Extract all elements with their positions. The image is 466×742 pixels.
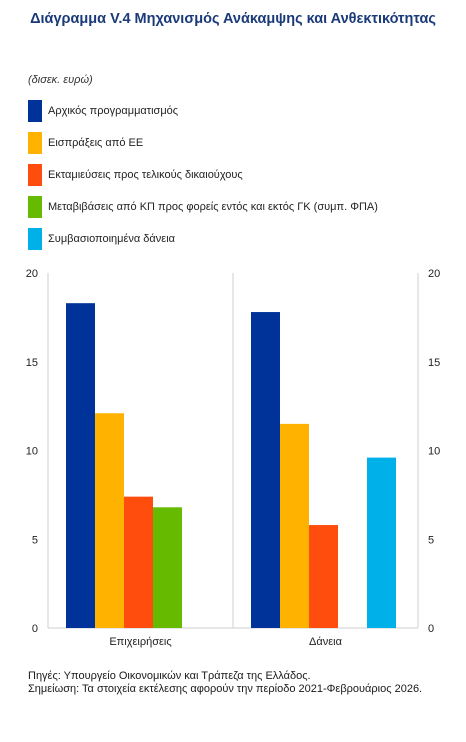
bar (251, 312, 280, 628)
y-tick-label-left: 10 (26, 446, 38, 458)
source-note: Πηγές: Υπουργείο Οικονομικών και Τράπεζα… (28, 670, 311, 682)
legend-item-contracted-loans: Συμβασιοποιημένα δάνεια (28, 228, 448, 260)
legend-label: Μεταβιβάσεις από ΚΠ προς φορείς εντός κα… (48, 201, 378, 213)
chart-title: Διάγραμμα V.4 Μηχανισμός Ανάκαμψης και Α… (30, 11, 436, 27)
y-tick-label-right: 5 (428, 534, 434, 546)
bar (280, 423, 309, 628)
legend-label: Εκταμιεύσεις προς τελικούς δικαιούχους (48, 169, 243, 181)
legend-item-transfers: Μεταβιβάσεις από ΚΠ προς φορείς εντός κα… (28, 196, 448, 228)
legend-label: Συμβασιοποιημένα δάνεια (48, 233, 175, 245)
legend: Αρχικός προγραμματισμός Εισπράξεις από Ε… (28, 100, 448, 260)
y-tick-label-right: 0 (428, 623, 434, 635)
y-tick-label-left: 15 (26, 357, 38, 369)
bar (124, 496, 153, 628)
x-tick-label: Επιχειρήσεις (109, 636, 171, 648)
y-tick-label-right: 10 (428, 446, 440, 458)
legend-swatch (28, 100, 42, 122)
legend-swatch (28, 228, 42, 250)
y-tick-label-left: 20 (26, 268, 38, 280)
legend-swatch (28, 164, 42, 186)
bar-chart: 0 0 5 5 10 10 15 15 20 20 Επιχειρήσεις Δάνεια (26, 268, 441, 648)
x-tick-label: Δάνεια (309, 636, 343, 648)
legend-swatch (28, 196, 42, 218)
bar (367, 457, 396, 628)
bar (66, 303, 95, 628)
legend-item-initial-plan: Αρχικός προγραμματισμός (28, 100, 448, 132)
legend-label: Αρχικός προγραμματισμός (48, 105, 179, 117)
y-tick-label-left: 5 (32, 534, 38, 546)
legend-swatch (28, 132, 42, 154)
y-tick-label-right: 15 (428, 357, 440, 369)
notes: Πηγές: Υπουργείο Οικονομικών και Τράπεζα… (28, 670, 446, 696)
y-tick-label-right: 20 (428, 268, 440, 280)
legend-label: Εισπράξεις από ΕΕ (48, 137, 144, 149)
legend-item-disbursements: Εκταμιεύσεις προς τελικούς δικαιούχους (28, 164, 448, 196)
y-tick-label-left: 0 (32, 623, 38, 635)
unit-label: (δισεκ. ευρώ) (28, 74, 93, 86)
bar (95, 413, 124, 628)
legend-item-eu-receipts: Εισπράξεις από ΕΕ (28, 132, 448, 164)
data-note: Σημείωση: Τα στοιχεία εκτέλεσης αφορούν … (28, 683, 423, 695)
bar (153, 507, 182, 628)
bar (309, 525, 338, 628)
